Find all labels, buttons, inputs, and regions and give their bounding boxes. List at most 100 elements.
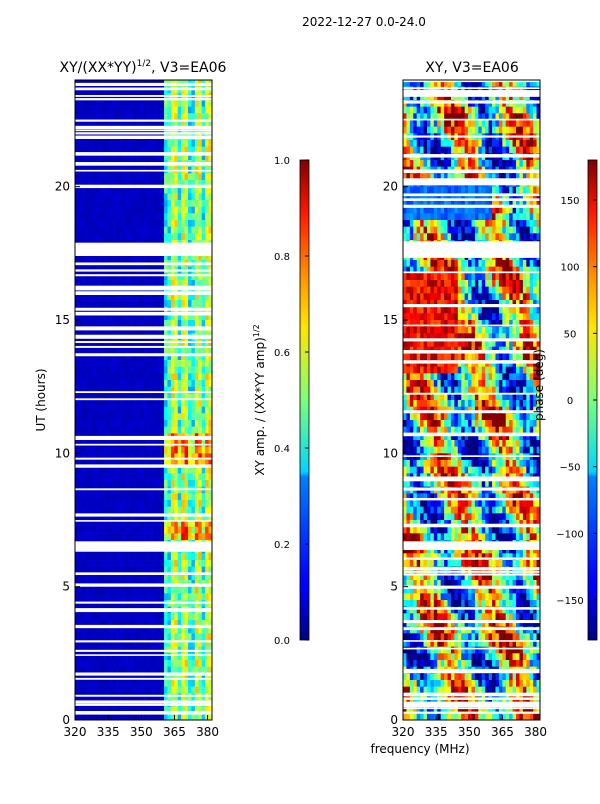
heatmap-cell — [123, 407, 127, 414]
heatmap-cell — [174, 220, 178, 227]
heatmap-cell — [144, 400, 148, 407]
heatmap-cell — [150, 480, 154, 487]
heatmap-cell — [150, 593, 154, 600]
heatmap-cell — [185, 100, 189, 107]
heatmap-cell — [75, 447, 79, 454]
heatmap-cell — [89, 367, 93, 374]
heatmap-cell — [92, 227, 96, 234]
heatmap-cell — [96, 367, 100, 374]
heatmap-cell — [89, 493, 93, 500]
heatmap-cell — [99, 447, 103, 454]
heatmap-cell — [102, 587, 106, 594]
heatmap-cell — [495, 187, 499, 194]
heatmap-cell — [140, 440, 144, 447]
heatmap-cell — [89, 413, 93, 420]
heatmap-cell — [403, 140, 407, 147]
heatmap-cell — [150, 553, 154, 560]
heatmap-cell — [195, 427, 199, 434]
heatmap-cell — [140, 660, 144, 667]
heatmap-cell — [123, 193, 127, 200]
flag-gap — [75, 120, 212, 122]
heatmap-cell — [113, 473, 117, 480]
heatmap-cell — [191, 467, 195, 474]
heatmap-cell — [461, 213, 465, 220]
heatmap-cell — [167, 200, 171, 207]
heatmap-cell — [506, 147, 510, 154]
heatmap-cell — [188, 500, 192, 507]
heatmap-cell — [195, 320, 199, 327]
heatmap-cell — [191, 680, 195, 687]
heatmap-cell — [178, 593, 182, 600]
heatmap-cell — [506, 107, 510, 114]
heatmap-cell — [109, 413, 113, 420]
heatmap-cell — [198, 587, 202, 594]
heatmap-cell — [174, 527, 178, 534]
flag-gap — [75, 243, 212, 256]
heatmap-cell — [120, 220, 124, 227]
heatmap-cell — [161, 587, 165, 594]
heatmap-cell — [154, 533, 158, 540]
heatmap-cell — [198, 533, 202, 540]
heatmap-cell — [150, 220, 154, 227]
heatmap-cell — [454, 140, 458, 147]
heatmap-cell — [174, 360, 178, 367]
heatmap-cell — [161, 507, 165, 514]
heatmap-cell — [99, 420, 103, 427]
heatmap-cell — [109, 200, 113, 207]
heatmap-cell — [482, 120, 486, 127]
heatmap-cell — [526, 233, 530, 240]
heatmap-cell — [82, 373, 86, 380]
heatmap-cell — [154, 400, 158, 407]
heatmap-cell — [198, 407, 202, 414]
flag-gap — [75, 626, 212, 628]
heatmap-cell — [106, 367, 110, 374]
heatmap-cell — [113, 633, 117, 640]
heatmap-cell — [188, 140, 192, 147]
heatmap-cell — [147, 587, 151, 594]
heatmap-cell — [509, 120, 513, 127]
heatmap-cell — [130, 413, 134, 420]
heatmap-cell — [188, 220, 192, 227]
heatmap-cell — [96, 107, 100, 114]
heatmap-cell — [113, 553, 117, 560]
heatmap-cell — [185, 107, 189, 114]
heatmap-cell — [424, 120, 428, 127]
heatmap-cell — [188, 320, 192, 327]
heatmap-cell — [120, 420, 124, 427]
flag-gap — [75, 95, 212, 97]
heatmap-cell — [465, 107, 469, 114]
heatmap-cell — [430, 213, 434, 220]
heatmap-cell — [96, 413, 100, 420]
heatmap-cell — [167, 473, 171, 480]
heatmap-cell — [157, 373, 161, 380]
heatmap-cell — [137, 527, 141, 534]
heatmap-cell — [417, 120, 421, 127]
heatmap-cell — [89, 440, 93, 447]
heatmap-cell — [99, 200, 103, 207]
heatmap-cell — [164, 233, 168, 240]
heatmap-cell — [181, 220, 185, 227]
heatmap-cell — [195, 447, 199, 454]
heatmap-cell — [171, 420, 175, 427]
colorbar-tick-label: 0.6 — [274, 348, 290, 359]
heatmap-cell — [420, 227, 424, 234]
heatmap-cell — [137, 367, 141, 374]
heatmap-cell — [116, 527, 120, 534]
flag-gap — [75, 678, 212, 680]
heatmap-cell — [167, 420, 171, 427]
heatmap-cell — [198, 593, 202, 600]
heatmap-cell — [181, 560, 185, 567]
heatmap-cell — [202, 500, 206, 507]
heatmap-cell — [130, 440, 134, 447]
heatmap-cell — [171, 493, 175, 500]
heatmap-cell — [123, 633, 127, 640]
heatmap-cell — [147, 200, 151, 207]
heatmap-cell — [102, 500, 106, 507]
heatmap-cell — [99, 113, 103, 120]
heatmap-cell — [506, 160, 510, 167]
heatmap-cell — [475, 227, 479, 234]
heatmap-cell — [106, 613, 110, 620]
heatmap-cell — [78, 660, 82, 667]
heatmap-cell — [154, 213, 158, 220]
heatmap-cell — [424, 127, 428, 134]
